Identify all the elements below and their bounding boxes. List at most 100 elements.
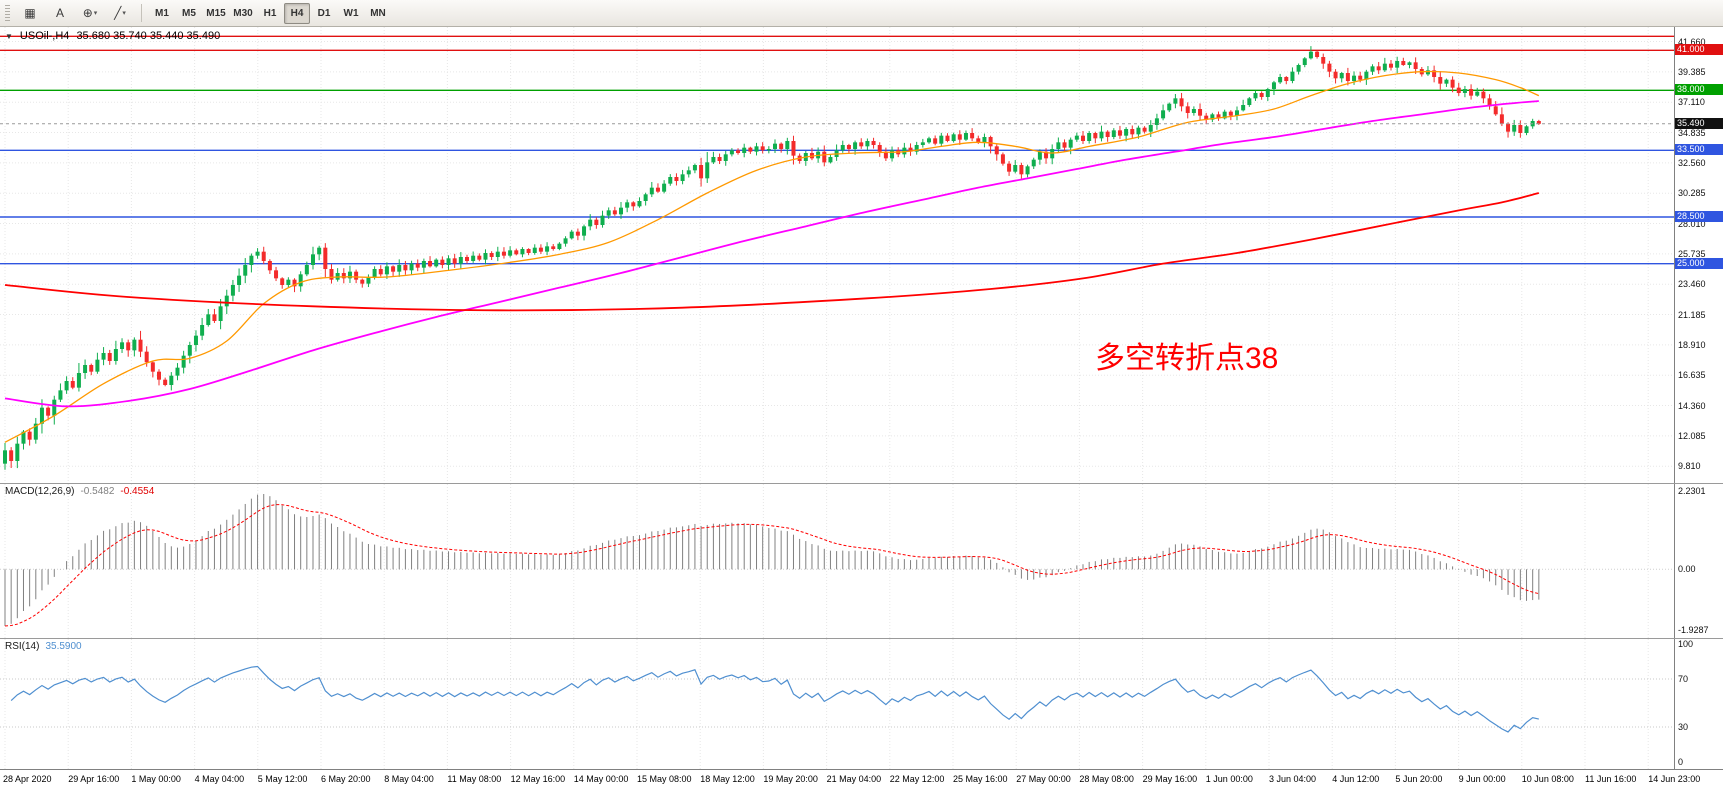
annotation-text: 多空转折点38 (1095, 342, 1279, 375)
time-axis-label: 14 Jun 23:00 (1648, 774, 1701, 784)
toolbar: ▦ A ⊕ ▾ ╱ ▾ M1 M5 M15 M30 H1 H4 D1 W1 MN (0, 0, 1723, 27)
price-axis-label: 14.360 (1678, 400, 1706, 411)
price-axis-label: 32.560 (1678, 157, 1706, 168)
ohlc-values: 35.680 35.740 35.440 35.490 (76, 30, 221, 42)
timeframe-m1-button[interactable]: M1 (155, 7, 169, 19)
time-axis-label: 27 May 00:00 (1016, 774, 1071, 784)
time-axis-label: 1 Jun 00:00 (1205, 774, 1253, 784)
time-axis-label: 28 May 08:00 (1079, 774, 1134, 784)
time-axis[interactable]: 28 Apr 2020 29 Apr 16:00 1 May 00:00 4 May … (0, 770, 1723, 788)
rsi-axis-label: 30 (1678, 722, 1689, 732)
macd-signal-line (4, 504, 1539, 627)
current-price-badge: 35.490 (1675, 117, 1723, 129)
macd-axis-label: 2.2301 (1678, 486, 1706, 496)
macd-name: MACD(12,26,9) (5, 486, 75, 497)
macd-signal-value: -0.4554 (120, 486, 155, 497)
chart-title: ▼ USOil-,H4 35.680 35.740 35.440 35.490 (5, 30, 220, 42)
timeframe-button-group: M1 M5 M15 M30 H1 H4 D1 W1 MN (149, 2, 391, 24)
time-axis-label: 29 May 16:00 (1142, 774, 1198, 784)
candlestick-series (3, 46, 1541, 470)
time-axis-label: 15 May 08:00 (637, 774, 692, 784)
rsi-axis[interactable]: 100 70 30 0 (1674, 639, 1723, 769)
timeframe-m5-button[interactable]: M5 (182, 7, 196, 19)
charts-grid-icon[interactable]: ▦ (24, 6, 36, 20)
crosshair-tool-icon[interactable]: ⊕ ▾ (82, 6, 98, 20)
price-axis-label: 25.735 (1678, 248, 1706, 259)
hline-price-badge: 41.000 (1675, 44, 1723, 56)
macd-label: MACD(12,26,9) -0.5482 -0.4554 (5, 486, 154, 497)
price-chart-panel: ▼ USOil-,H4 35.680 35.740 35.440 35.490 … (0, 27, 1723, 484)
time-axis-label: 6 May 20:00 (321, 774, 371, 784)
time-axis-label: 1 May 00:00 (131, 774, 181, 784)
time-axis-label: 25 May 16:00 (953, 774, 1008, 784)
ma-mid-magenta-line (4, 100, 1539, 408)
macd-histogram (4, 494, 1540, 626)
chevron-down-icon[interactable]: ▼ (5, 31, 13, 41)
toolbar-grip[interactable] (5, 5, 10, 21)
rsi-value: 35.5900 (45, 641, 82, 652)
macd-plot[interactable] (0, 484, 1674, 638)
time-axis-label: 9 Jun 00:00 (1458, 774, 1506, 784)
price-axis-label: 28.010 (1678, 218, 1706, 229)
timeframe-m15-button[interactable]: M15 (206, 7, 226, 19)
line-studies-icon[interactable]: ╱ ▾ (114, 6, 126, 20)
price-axis-label: 12.085 (1678, 430, 1706, 441)
rsi-axis-label: 100 (1678, 639, 1694, 649)
time-axis-label: 3 Jun 04:00 (1269, 774, 1317, 784)
ma-slow-red-line (4, 192, 1540, 312)
rsi-axis-label: 70 (1678, 674, 1689, 684)
macd-axis[interactable]: 2.2301 0.00 -1.9287 (1674, 484, 1723, 638)
rsi-axis-label: 0 (1678, 757, 1684, 767)
rsi-plot[interactable] (0, 639, 1674, 769)
rsi-panel: RSI(14) 35.5900 100 70 30 0 (0, 639, 1723, 770)
timeframe-h4-button[interactable]: H4 (284, 2, 310, 24)
rsi-label: RSI(14) 35.5900 (5, 641, 82, 652)
macd-panel: MACD(12,26,9) -0.5482 -0.4554 2.2301 0.00… (0, 484, 1723, 639)
macd-axis-label: -1.9287 (1678, 625, 1709, 635)
text-label-tool-icon[interactable]: A (55, 6, 64, 20)
price-axis-label: 16.635 (1678, 370, 1706, 381)
hline-price-badge: 28.500 (1675, 211, 1723, 222)
time-axis-label: 29 Apr 16:00 (68, 774, 120, 784)
price-axis-label: 30.285 (1678, 188, 1706, 199)
price-axis-label: 39.385 (1678, 66, 1706, 77)
time-axis-label: 19 May 20:00 (763, 774, 818, 784)
price-axis-label: 21.185 (1678, 309, 1706, 320)
price-axis-label: 41.660 (1678, 36, 1706, 47)
time-axis-label: 14 May 00:00 (573, 774, 629, 784)
price-axis-label: 37.110 (1678, 97, 1705, 108)
timeframe-w1-button[interactable]: W1 (343, 7, 359, 19)
time-axis-label: 4 May 04:00 (194, 774, 245, 784)
price-axis-label: 34.835 (1678, 127, 1706, 138)
hline-price-badge: 25.000 (1675, 257, 1723, 269)
time-axis-label: 18 May 12:00 (700, 774, 755, 784)
time-axis-label: 10 Jun 08:00 (1521, 774, 1574, 784)
hline-price-badge: 33.500 (1675, 144, 1723, 156)
time-axis-label: 8 May 04:00 (384, 774, 434, 784)
price-axis[interactable]: 41.660 39.385 37.110 34.835 32.560 30.285 28.0… (1674, 27, 1723, 483)
rsi-name: RSI(14) (5, 641, 40, 652)
toolbar-separator (141, 4, 142, 22)
symbol-period-label: USOil-,H4 (19, 30, 70, 42)
main-chart-plot[interactable] (0, 27, 1674, 483)
timeframe-h1-button[interactable]: H1 (263, 7, 277, 19)
price-axis-label: 23.460 (1678, 279, 1706, 290)
price-axis-label: 18.910 (1678, 339, 1706, 350)
timeframe-d1-button[interactable]: D1 (317, 7, 331, 19)
time-axis-label: 11 Jun 16:00 (1585, 774, 1637, 784)
hline-price-badge: 38.000 (1675, 84, 1723, 96)
tool-button-group: ▦ A ⊕ ▾ ╱ ▾ (16, 2, 134, 24)
price-axis-label: 9.810 (1678, 461, 1701, 472)
time-axis-label: 12 May 16:00 (510, 774, 566, 784)
time-axis-label: 4 Jun 12:00 (1332, 774, 1380, 784)
timeframe-mn-button[interactable]: MN (370, 7, 386, 19)
macd-main-value: -0.5482 (80, 486, 115, 497)
ma-fast-orange-line (4, 70, 1540, 443)
timeframe-m30-button[interactable]: M30 (233, 7, 253, 19)
time-axis-label: 21 May 04:00 (826, 774, 882, 784)
macd-axis-label: 0.00 (1678, 564, 1696, 575)
time-axis-label: 22 May 12:00 (889, 774, 945, 784)
rsi-line (10, 665, 1539, 733)
time-axis-label: 5 May 12:00 (257, 774, 308, 784)
